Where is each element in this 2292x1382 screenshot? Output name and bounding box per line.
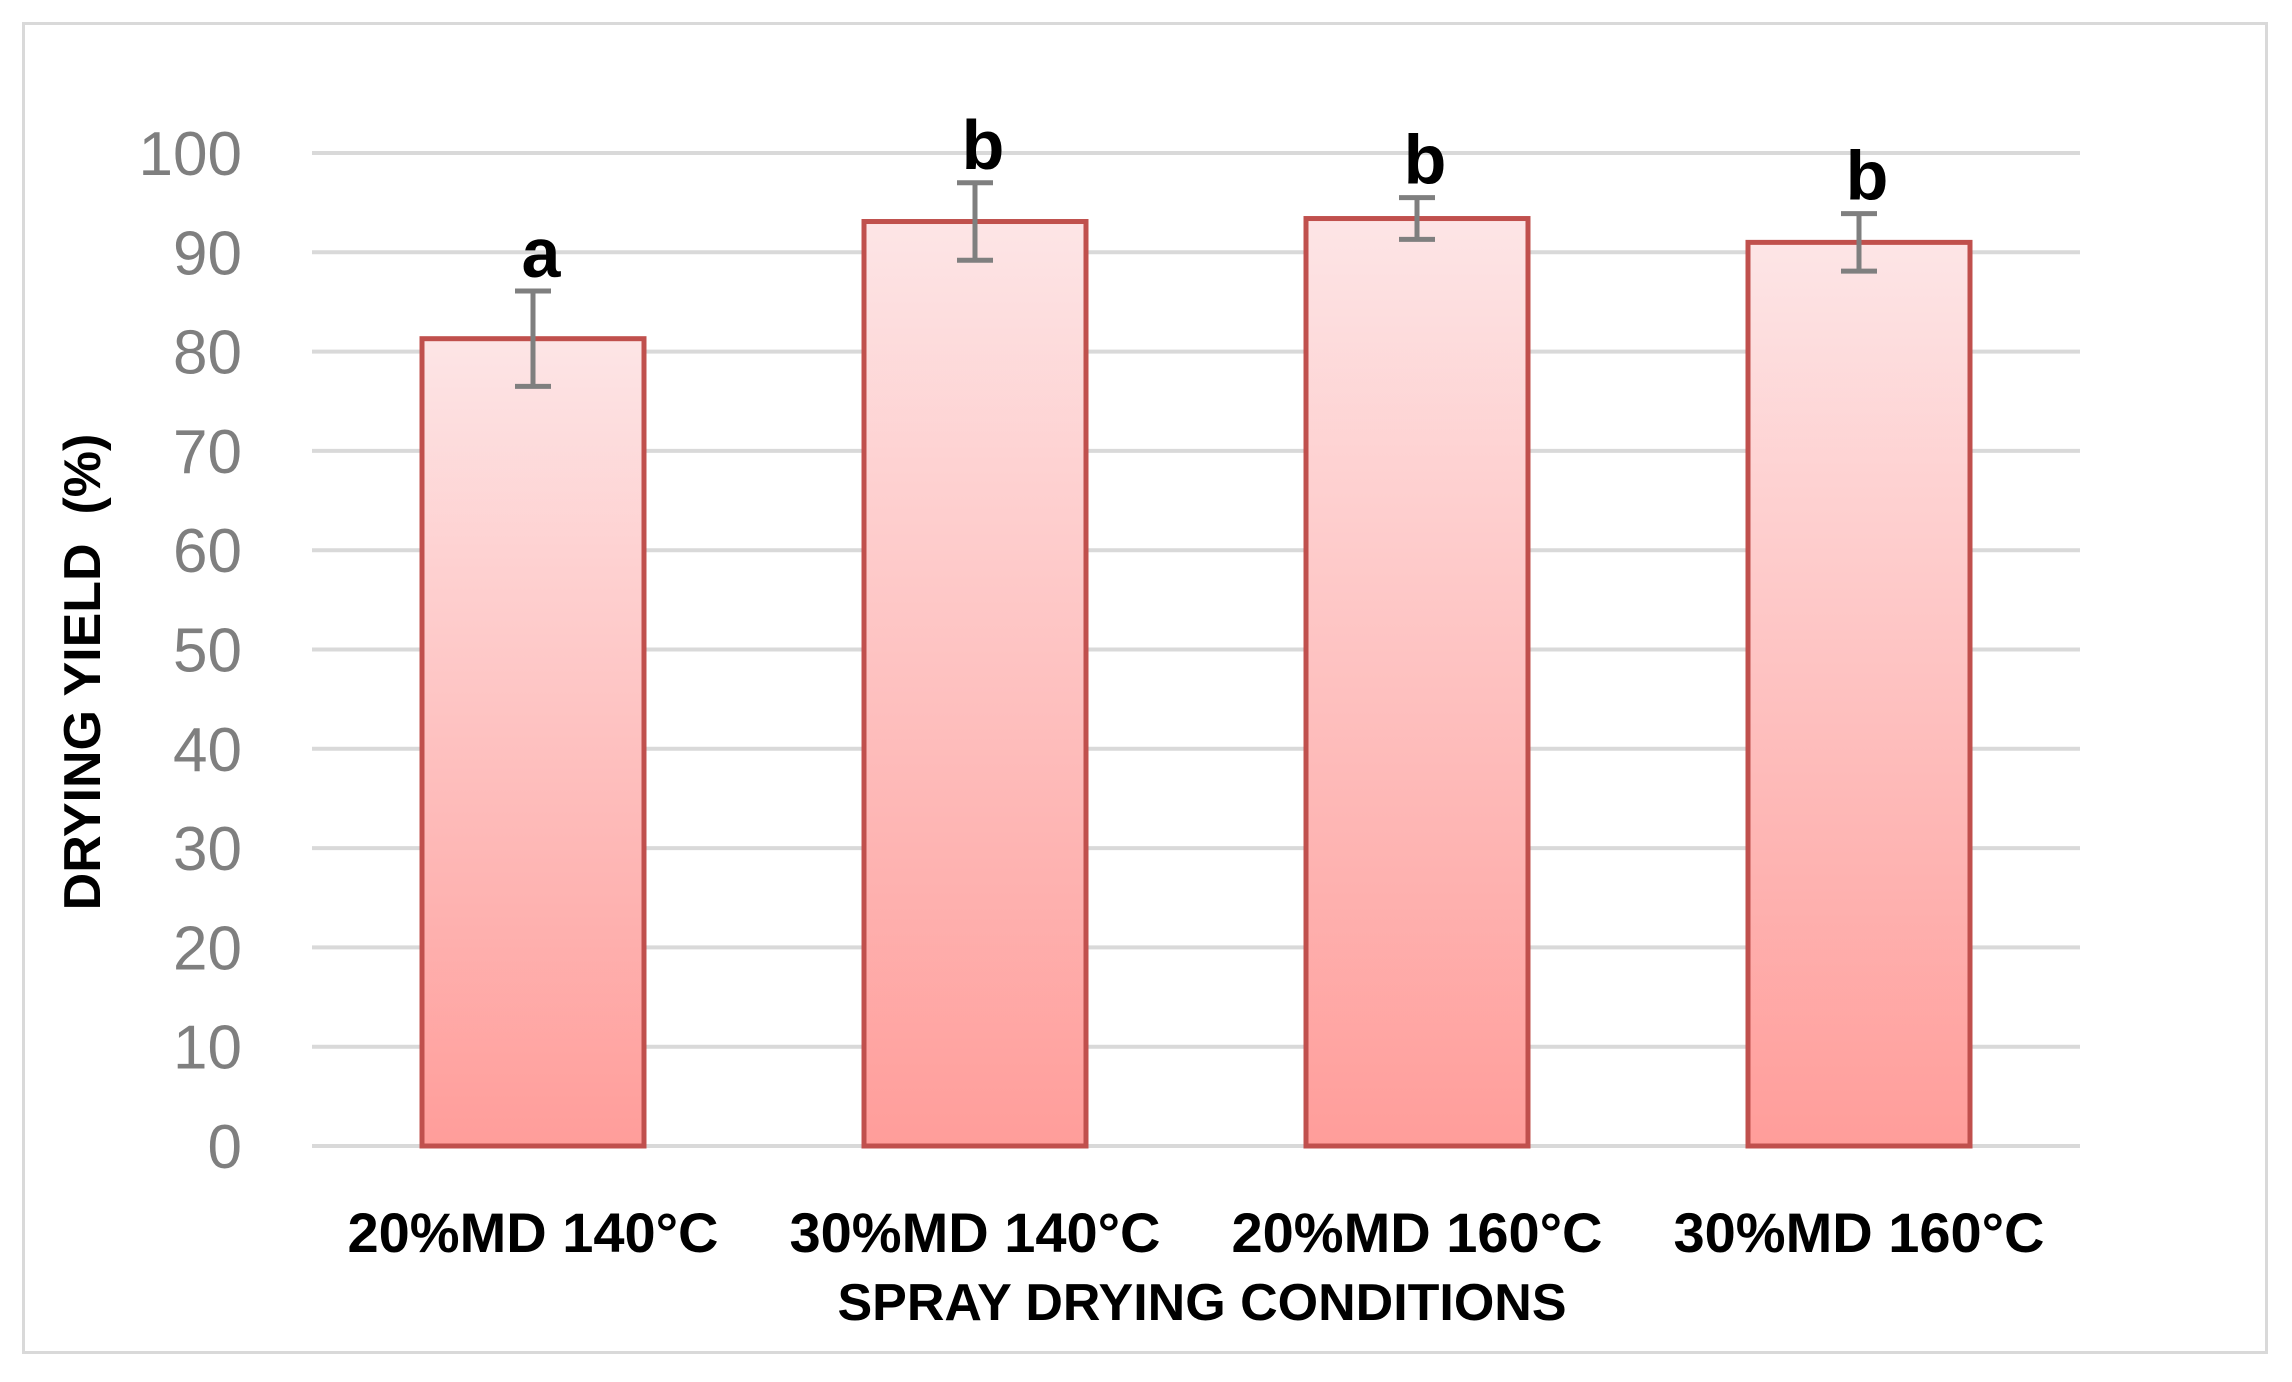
- error-bars: [515, 180, 1877, 389]
- x-category-label: 30%MD 160°C: [1674, 1201, 2045, 1264]
- bars: [419, 216, 1973, 1149]
- y-tick-label: 20: [173, 914, 242, 983]
- x-category-label: 30%MD 140°C: [790, 1201, 1161, 1264]
- y-tick-label: 100: [139, 120, 242, 189]
- y-axis-ticks: 0 10 20 30 40 50 60 70 80 90 100: [139, 120, 242, 1182]
- significance-letters: a b b b: [522, 106, 1889, 292]
- x-category-label: 20%MD 140°C: [348, 1201, 719, 1264]
- significance-label: b: [1846, 137, 1889, 215]
- y-tick-label: 90: [173, 219, 242, 288]
- y-tick-label: 60: [173, 517, 242, 586]
- bar: [861, 219, 1089, 1149]
- y-tick-label: 50: [173, 617, 242, 686]
- x-category-label: 20%MD 160°C: [1232, 1201, 1603, 1264]
- bar: [1303, 216, 1531, 1149]
- x-axis-categories: 20%MD 140°C 30%MD 140°C 20%MD 160°C 30%MD 1…: [348, 1201, 2045, 1264]
- significance-label: b: [962, 106, 1005, 184]
- bar: [1745, 239, 1973, 1149]
- significance-label: a: [522, 214, 562, 292]
- y-axis-title: DRYING YIELD (%): [54, 434, 112, 911]
- significance-label: b: [1404, 121, 1447, 199]
- bar: [419, 336, 647, 1149]
- y-tick-label: 80: [173, 319, 242, 388]
- y-tick-label: 30: [173, 815, 242, 884]
- y-tick-label: 70: [173, 418, 242, 487]
- x-axis-title: SPRAY DRYING CONDITIONS: [837, 1274, 1566, 1332]
- y-tick-label: 40: [173, 716, 242, 785]
- y-tick-label: 10: [173, 1014, 242, 1083]
- y-tick-label: 0: [208, 1113, 242, 1182]
